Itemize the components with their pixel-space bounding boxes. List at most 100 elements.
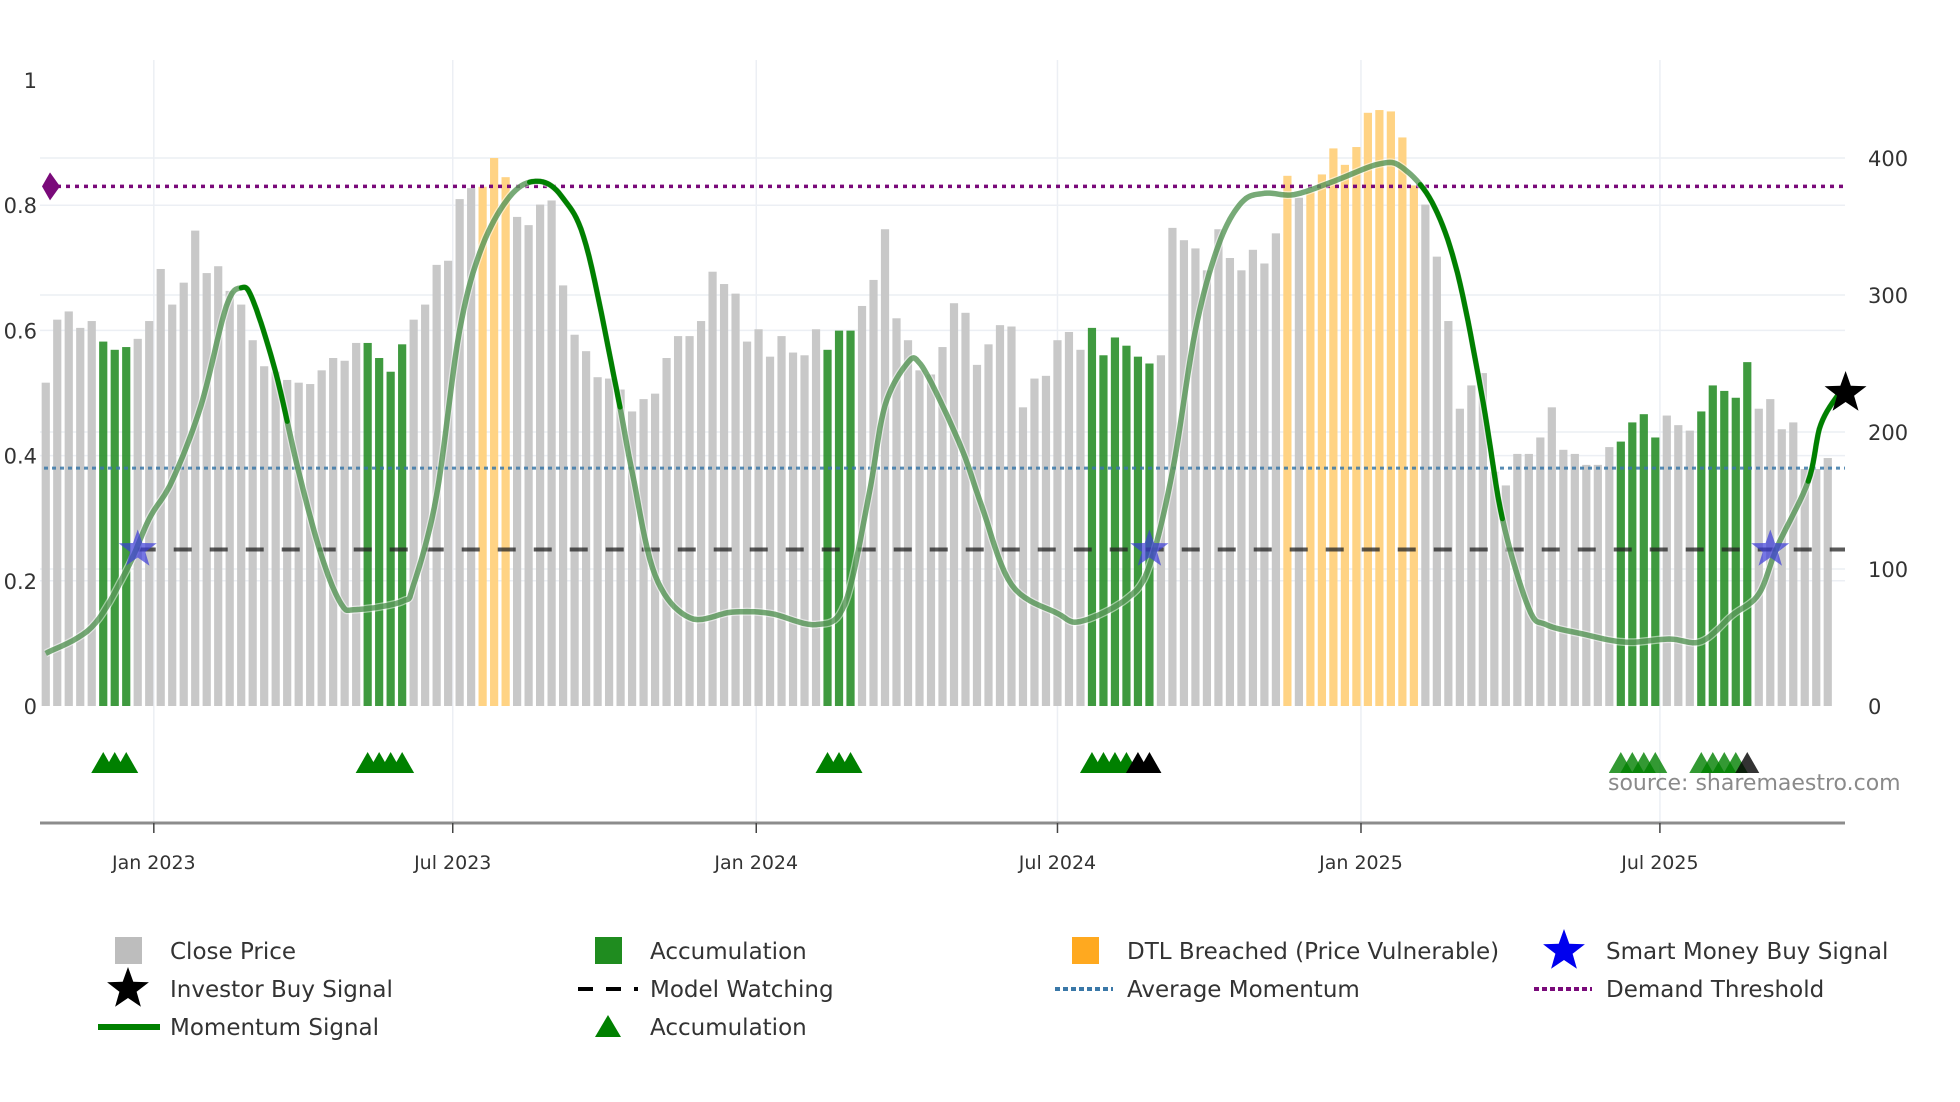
close-price-bar: [604, 378, 614, 706]
legend-item: Demand Threshold: [1534, 977, 1824, 1003]
accumulation-triangle-icon: [1643, 752, 1668, 773]
accumulation-bar: [99, 341, 108, 706]
close-price-bar: [237, 304, 246, 706]
accumulation-bar: [110, 349, 119, 706]
close-price-bar: [467, 188, 476, 706]
close-price-bar: [570, 334, 579, 706]
accumulation-bar: [1628, 422, 1637, 706]
dtl-breached-bar: [501, 177, 510, 706]
close-price-bar: [1007, 326, 1016, 706]
dtl-breached-bar: [1329, 148, 1338, 706]
close-price-bar: [754, 329, 763, 706]
close-price-bar: [133, 338, 142, 706]
close-price-bar: [903, 340, 913, 706]
dtl-breached-bar: [1398, 137, 1407, 706]
momentum-line: [44, 159, 1844, 656]
accumulation-bar: [1639, 414, 1648, 706]
axes: Jan 2023 Jul 2023 Jan 2024 Jul 2024 Jan 2025…: [4, 69, 1909, 874]
close-price-bar: [1237, 270, 1246, 706]
accumulation-bar: [1697, 411, 1706, 706]
dtl-breached-bar: [1283, 175, 1292, 706]
close-price-bar: [260, 366, 269, 706]
close-price-bar: [1547, 407, 1556, 706]
close-price-bar: [1662, 415, 1671, 706]
close-price-bar: [455, 199, 464, 706]
momentum-line-strong: [527, 178, 623, 410]
close-price-bar: [926, 374, 936, 706]
accumulation-legend-triangle-icon: [595, 1015, 621, 1037]
close-price-bar: [1478, 373, 1487, 706]
legend-label: Accumulation: [650, 939, 807, 965]
close-price-bar: [800, 355, 809, 706]
close-price-bar: [696, 321, 706, 706]
legend-item: Model Watching: [578, 977, 834, 1003]
investor-legend-star-icon: [107, 967, 149, 1007]
accumulation-bar: [122, 347, 131, 706]
close-price-bar: [892, 318, 901, 706]
close-price-bar: [857, 305, 867, 706]
momentum-line-strong: [1417, 182, 1505, 522]
accumulation-bar: [1616, 441, 1625, 706]
accumulation-triangle-icon: [114, 752, 139, 773]
close-price-bar: [294, 382, 303, 706]
legend-label: Investor Buy Signal: [170, 977, 393, 1003]
x-tick-label: Jan 2023: [111, 852, 196, 874]
legend-item: DTL Breached (Price Vulnerable): [1072, 937, 1499, 965]
close-price-bar: [1467, 385, 1476, 706]
close-price-bar: [938, 347, 947, 706]
dtl-breached-bar: [478, 186, 487, 706]
close-price-bar: [869, 279, 878, 706]
momentum-line-strong: [238, 284, 290, 424]
x-tick-label: Jul 2024: [1018, 852, 1096, 874]
momentum-line-strong: [1805, 387, 1845, 484]
smart-money-star-icon: [1130, 529, 1169, 566]
left-tick-label: 0.4: [4, 445, 37, 469]
x-tick-label: Jul 2025: [1620, 852, 1698, 874]
dtl-breached-bar: [1375, 110, 1384, 707]
close-price-bar: [214, 266, 223, 706]
close-price-bar: [662, 358, 671, 706]
close-price-bar: [1789, 422, 1798, 706]
close-price-bar: [53, 319, 62, 706]
legend-item: Investor Buy Signal: [107, 967, 393, 1007]
legend-item: Close Price: [115, 937, 296, 965]
close-price-bar: [593, 377, 602, 706]
right-tick-label: 200: [1868, 421, 1908, 445]
left-tick-label: 0: [24, 695, 37, 719]
close-price-bar: [995, 325, 1005, 706]
close-price-bar: [306, 384, 315, 706]
close-price-bar: [1800, 468, 1809, 706]
close-price-bar: [1041, 375, 1051, 706]
close-price-bar: [421, 304, 430, 706]
close-price-bar: [409, 319, 418, 706]
accumulation-bar: [1087, 327, 1097, 706]
close-price-bar: [1524, 453, 1533, 706]
accumulation-bar: [1743, 362, 1752, 706]
legend-label: DTL Breached (Price Vulnerable): [1127, 939, 1499, 965]
close-price-bar: [1202, 270, 1212, 706]
close-price-bar: [742, 341, 752, 706]
close-price-bar: [1593, 464, 1602, 706]
close-price-bar: [1225, 258, 1235, 706]
close-price-bar: [41, 382, 50, 706]
close-price-bar: [444, 260, 453, 706]
close-price-bar: [547, 200, 556, 706]
close-price-bar: [1214, 229, 1223, 707]
source-annotation: source: sharemaestro.com: [1608, 771, 1901, 796]
close-price-bar: [765, 356, 775, 706]
accumulation-bar: [834, 330, 844, 706]
close-price-bar: [191, 230, 200, 707]
close-price-bar: [627, 411, 637, 706]
smart-money-star-icon: [118, 529, 157, 566]
accumulation-bar: [1110, 337, 1120, 706]
dtl-swatch-icon: [1072, 937, 1099, 964]
left-tick-label: 0.2: [4, 570, 37, 594]
close-price-bar: [156, 268, 165, 706]
close-price-bar: [352, 342, 361, 706]
close-price-bar: [788, 352, 798, 706]
right-tick-label: 100: [1868, 558, 1908, 582]
dtl-breached-bar: [1352, 147, 1361, 707]
close-price-bar: [1030, 378, 1039, 706]
close-price-bar: [915, 370, 924, 706]
